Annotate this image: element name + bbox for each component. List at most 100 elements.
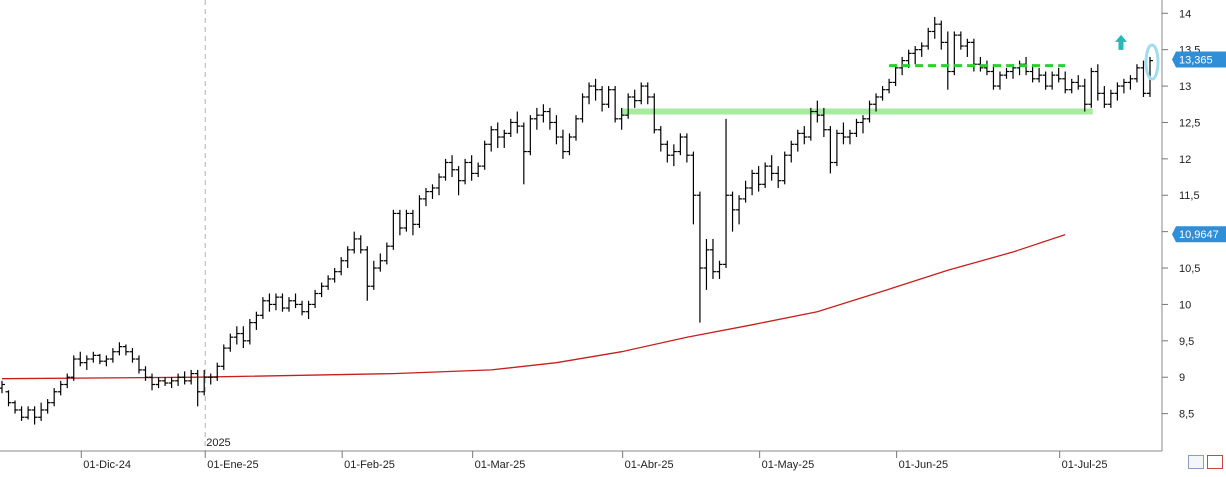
ohlc-bar	[723, 118, 730, 269]
breakout-arrow-icon	[1115, 34, 1127, 50]
x-tick-label: 01-May-25	[762, 459, 815, 471]
ohlc-bar	[1133, 64, 1140, 83]
ohlc-bar	[690, 151, 697, 225]
ohlc-bar	[1094, 64, 1101, 101]
ohlc-bar	[155, 377, 162, 389]
y-tick-label: 10,5	[1179, 263, 1200, 275]
ohlc-bar	[18, 406, 25, 421]
ohlc-bar	[449, 155, 456, 178]
ohlc-bar	[892, 64, 899, 87]
ohlc-bar	[860, 115, 866, 134]
ohlc-bar	[1114, 82, 1121, 101]
ohlc-bar	[775, 166, 782, 188]
ohlc-bar	[573, 115, 579, 141]
ohlc-bar	[527, 115, 534, 156]
ohlc-bar	[951, 31, 958, 76]
ohlc-bar	[462, 158, 469, 185]
ohlc-bar	[0, 380, 5, 394]
ohlc-bar	[77, 351, 84, 367]
ohlc-bar	[501, 129, 508, 148]
ohlc-bar	[749, 169, 756, 196]
ohlc-bar	[5, 390, 12, 407]
highlight-ellipse	[1144, 43, 1160, 81]
price-tag-label: 13,365	[1179, 54, 1213, 66]
ohlc-bar	[103, 355, 110, 367]
ohlc-bar	[259, 297, 266, 319]
ohlc-bar	[1029, 64, 1036, 83]
ohlc-bar	[442, 158, 449, 181]
ohlc-bar	[566, 133, 573, 156]
ohlc-bar	[677, 133, 684, 156]
ohlc-bar	[1068, 78, 1075, 94]
y-tick-label: 13	[1179, 81, 1191, 93]
ohlc-bar	[364, 246, 371, 301]
ohlc-bar	[807, 107, 814, 141]
ohlc-bar	[135, 355, 142, 374]
y-tick-label: 14	[1179, 8, 1191, 20]
ohlc-bar	[644, 82, 651, 105]
ohlc-bar	[409, 209, 416, 236]
ohlc-bar	[279, 293, 286, 312]
ohlc-bar	[742, 180, 749, 203]
ohlc-bar	[918, 42, 925, 57]
ohlc-bar	[1120, 78, 1127, 94]
ohlc-bar	[586, 82, 593, 105]
ohlc-bar	[1055, 67, 1062, 83]
annotations-layer	[889, 34, 1160, 81]
ohlc-bar	[553, 115, 560, 145]
ohlc-bar	[820, 107, 827, 138]
ohlc-bar	[840, 122, 847, 145]
ohlc-bar	[827, 126, 834, 174]
ohlc-bar	[612, 86, 619, 123]
ohlc-bar	[664, 140, 671, 163]
ohlc-bar	[729, 191, 736, 232]
price-tag: 10,9647	[1172, 226, 1226, 243]
ohlc-bar	[1036, 67, 1043, 83]
y-tick-label: 9	[1179, 372, 1185, 384]
ohlc-bar	[996, 71, 1003, 90]
x-tick-label: 01-Ene-25	[207, 459, 258, 471]
ohlc-bar	[651, 93, 658, 134]
x-tick-label: 01-Dic-24	[83, 459, 131, 471]
ohlc-bar	[25, 406, 32, 420]
ohlc-bar	[468, 155, 475, 181]
ohlc-bar	[266, 293, 273, 312]
moving-average-line	[1, 233, 1066, 380]
ohlc-bar	[12, 400, 19, 414]
ohlc-bar	[1088, 67, 1095, 108]
ohlc-bar	[481, 140, 488, 170]
ohlc-bar	[944, 31, 951, 90]
ohlc-bar	[38, 402, 45, 421]
ohlc-bar	[122, 344, 129, 356]
y-tick-label: 10	[1179, 299, 1191, 311]
ohlc-bar	[1101, 86, 1108, 108]
ohlc-bar	[44, 399, 51, 414]
chart-corner-icon[interactable]	[1207, 455, 1223, 469]
ohlc-bar	[925, 27, 932, 50]
ohlc-bar	[592, 78, 599, 101]
ohlc-bar	[846, 129, 853, 145]
ohlc-bar	[272, 293, 279, 311]
ohlc-bar	[762, 162, 769, 188]
guides-layer: 2025	[204, 0, 1093, 451]
ohlc-bar	[1049, 71, 1056, 90]
ohlc-bar	[96, 353, 103, 365]
ohlc-bar	[579, 93, 586, 123]
ohlc-bar	[383, 242, 390, 265]
ohlc-bar	[318, 282, 325, 298]
ohlc-bar	[455, 166, 462, 196]
ohlc-bar	[912, 46, 919, 65]
y-tick-label: 9,5	[1179, 336, 1194, 348]
year-marker-label: 2025	[206, 437, 230, 449]
ohlc-bar	[1140, 60, 1147, 97]
ohlc-bar	[631, 89, 638, 108]
x-tick-label: 01-Abr-25	[625, 459, 674, 471]
ohlc-bar	[605, 86, 612, 108]
ohlc-bar	[64, 373, 71, 389]
ohlc-bar	[703, 238, 710, 290]
ohlc-bar	[331, 268, 338, 283]
ohlc-bar	[396, 209, 403, 236]
zoom-corner-button[interactable]	[1188, 455, 1204, 469]
